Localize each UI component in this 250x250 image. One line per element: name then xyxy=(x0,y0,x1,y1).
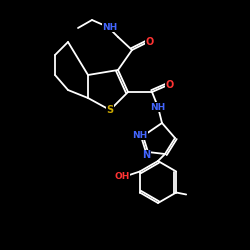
Text: NH: NH xyxy=(102,22,118,32)
Text: N: N xyxy=(142,150,150,160)
Text: NH: NH xyxy=(150,102,166,112)
Text: O: O xyxy=(166,80,174,90)
Text: S: S xyxy=(106,105,114,115)
Text: NH: NH xyxy=(132,130,148,140)
Text: O: O xyxy=(146,37,154,47)
Text: OH: OH xyxy=(114,172,130,181)
